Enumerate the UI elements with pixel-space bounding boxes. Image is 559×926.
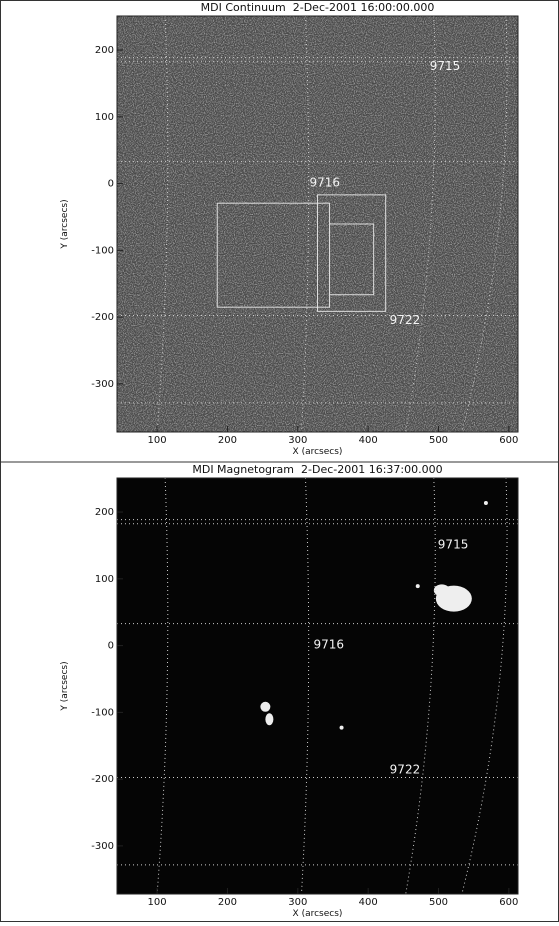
- magnetic-blob: [415, 584, 420, 589]
- image-background: [117, 478, 518, 894]
- region-label: 9722: [390, 762, 421, 776]
- grid-col: [300, 477, 310, 895]
- plot-border: [116, 15, 519, 433]
- grid-col: [405, 477, 436, 895]
- x-tick-label: 500: [429, 435, 448, 446]
- x-axis-label: X (arcsecs): [293, 909, 343, 919]
- x-tick-label: 200: [218, 897, 237, 908]
- chart-title: MDI Continuum 2-Dec-2001 16:00:00.000: [201, 1, 435, 14]
- plot-border: [116, 477, 519, 895]
- y-axis-label: Y (arcsecs): [60, 199, 70, 249]
- y-tick-label: 200: [95, 507, 114, 518]
- heliographic-grid: [117, 15, 518, 433]
- grid-col: [156, 15, 169, 433]
- y-tick-label: 200: [95, 45, 114, 56]
- grid-col: [300, 15, 310, 433]
- y-axis-label: Y (arcsecs): [60, 661, 70, 711]
- x-tick-label: 600: [499, 435, 518, 446]
- x-tick-label: 500: [429, 897, 448, 908]
- region-label: 9715: [430, 59, 461, 73]
- y-tick-label: 100: [95, 574, 114, 585]
- heliographic-grid: [117, 477, 518, 895]
- magnetic-blob: [483, 500, 488, 505]
- x-tick-label: 400: [359, 435, 378, 446]
- region-box: [329, 223, 375, 296]
- region-label: 9716: [313, 638, 344, 652]
- x-tick-label: 300: [288, 435, 307, 446]
- y-tick-label: -300: [91, 841, 114, 852]
- x-tick-label: 100: [148, 435, 167, 446]
- y-tick-label: 0: [108, 641, 114, 652]
- grid-col: [461, 477, 508, 895]
- x-tick-label: 600: [499, 897, 518, 908]
- y-tick-label: -300: [91, 379, 114, 390]
- region-boxes: [216, 194, 387, 312]
- region-label: 9715: [438, 538, 469, 552]
- region-box: [317, 194, 387, 312]
- x-axis-label: X (arcsecs): [293, 447, 343, 457]
- region-label: 9716: [309, 176, 340, 190]
- x-tick-label: 100: [148, 897, 167, 908]
- y-tick-label: -100: [91, 707, 114, 718]
- x-tick-label: 400: [359, 897, 378, 908]
- magnetic-blob: [265, 713, 274, 726]
- y-tick-label: -100: [91, 245, 114, 256]
- x-tick-label: 300: [288, 897, 307, 908]
- y-tick-label: -200: [91, 774, 114, 785]
- grid-col: [461, 15, 508, 433]
- y-tick-label: 100: [95, 112, 114, 123]
- region-label: 9722: [390, 313, 421, 327]
- magnetic-blob: [260, 701, 271, 712]
- magnetic-blob: [433, 584, 450, 597]
- grid-col: [156, 477, 169, 895]
- y-tick-label: -200: [91, 312, 114, 323]
- grid-col: [405, 15, 436, 433]
- x-tick-label: 200: [218, 435, 237, 446]
- y-tick-label: 0: [108, 179, 114, 190]
- chart-title: MDI Magnetogram 2-Dec-2001 16:37:00.000: [192, 463, 442, 476]
- magnetic-blob: [339, 725, 344, 730]
